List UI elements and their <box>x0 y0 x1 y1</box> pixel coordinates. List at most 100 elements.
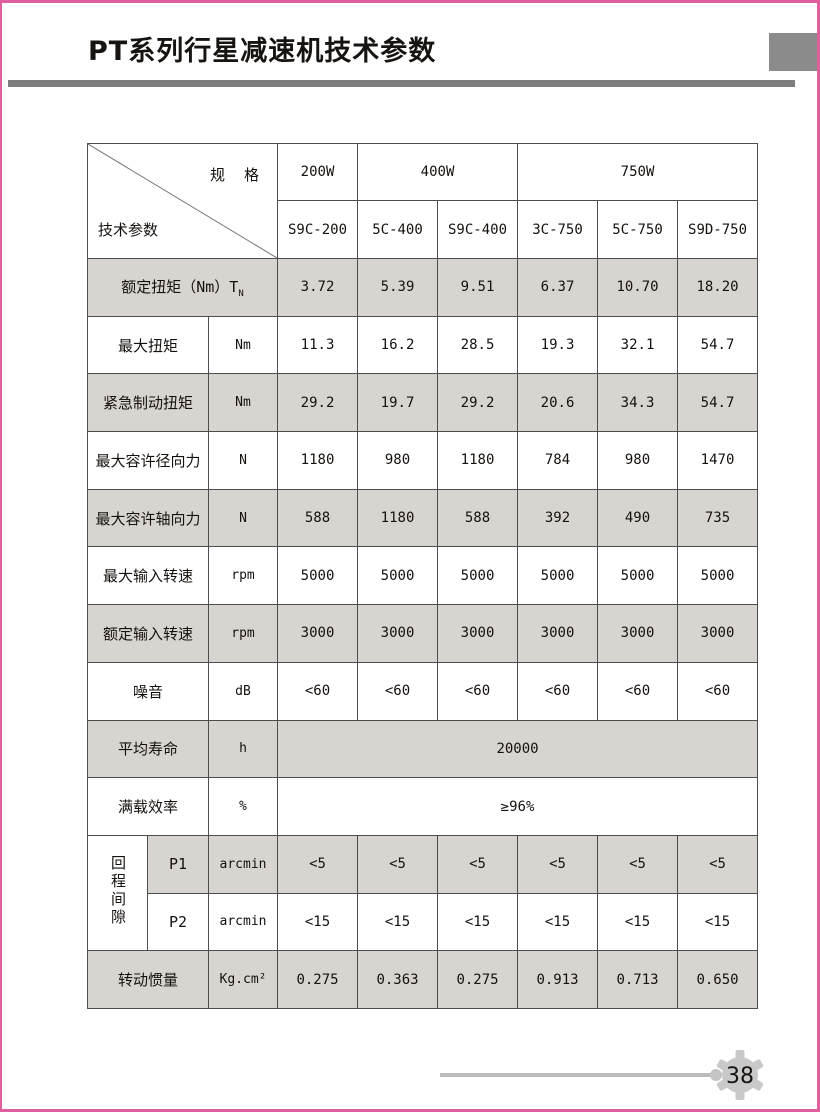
power-group-cell: 750W <box>517 143 759 201</box>
unit-cell: Kg.cm² <box>207 950 279 1009</box>
value-cell: 1180 <box>277 431 359 490</box>
table-row: 最大容许径向力 N 1180 980 1180 784 980 1470 <box>87 431 759 490</box>
row-label: 噪音 <box>132 682 163 701</box>
value-cell: 588 <box>437 488 519 548</box>
value-cell: 392 <box>517 488 599 548</box>
corner-cell: 规 格 技术参数 <box>86 143 279 259</box>
value-cell: <5 <box>437 834 519 894</box>
header-row-models: S9C-200 5C-400 S9C-400 3C-750 5C-750 S9D… <box>88 200 759 259</box>
gear-icon: 38 <box>716 1050 764 1100</box>
value-cell: <15 <box>677 892 759 952</box>
model-cell: 5C-750 <box>597 200 679 259</box>
value-cell: <15 <box>517 892 599 952</box>
value-cell: <5 <box>677 834 759 894</box>
value-cell: 5000 <box>277 546 359 606</box>
diagonal-line <box>88 144 277 258</box>
corner-spec-label: 规 格 <box>210 166 262 184</box>
value-cell: 5000 <box>597 546 679 606</box>
value-cell: <60 <box>677 661 759 721</box>
page-title: PT系列行星减速机技术参数 <box>88 36 437 67</box>
footer-dot <box>710 1069 722 1081</box>
row-label-cell: 转动惯量 <box>87 950 209 1009</box>
row-label: 最大容许径向力 <box>95 451 201 470</box>
value-cell: <60 <box>597 661 679 721</box>
value-cell: 3000 <box>677 604 759 663</box>
unit-cell: % <box>207 777 279 836</box>
table-row: 转动惯量 Kg.cm² 0.275 0.363 0.275 0.913 0.713 0.650 <box>87 950 759 1009</box>
group-label: 回程间隙 <box>109 855 127 928</box>
row-label: 平均寿命 <box>117 740 178 759</box>
value-cell: 18.20 <box>677 258 759 317</box>
value-cell: 54.7 <box>677 373 759 433</box>
unit-cell: arcmin <box>207 892 279 952</box>
unit-cell: rpm <box>207 546 279 606</box>
model-cell: 3C-750 <box>517 200 599 259</box>
unit-cell: rpm <box>207 604 279 663</box>
value-cell: 980 <box>597 431 679 490</box>
unit-cell: h <box>207 719 279 779</box>
row-label-cell: 最大扭矩 <box>87 315 209 375</box>
value-cell: 28.5 <box>437 315 519 375</box>
unit-cell: arcmin <box>207 834 279 894</box>
value-cell: 11.3 <box>277 315 359 375</box>
table-row: 紧急制动扭矩 Nm 29.2 19.7 29.2 20.6 34.3 54.7 <box>87 373 759 433</box>
row-label: P2 <box>168 912 188 931</box>
value-cell: 784 <box>517 431 599 490</box>
row-label-cell: 最大输入转速 <box>87 546 209 606</box>
value-cell: 29.2 <box>437 373 519 433</box>
row-label-cell: P2 <box>147 892 209 952</box>
value-cell: 490 <box>597 488 679 548</box>
value-cell: 588 <box>277 488 359 548</box>
row-label-cell: 最大容许径向力 <box>87 431 209 490</box>
row-label: 额定扭矩（Nm）T <box>121 277 239 296</box>
model-cell: S9C-400 <box>437 200 519 259</box>
model-cell: S9C-200 <box>277 200 359 259</box>
unit-cell: Nm <box>207 373 279 433</box>
spec-table-wrap: 规 格 技术参数 200W 400W 750W S9C-200 5C-400 S… <box>86 143 759 1009</box>
value-cell: <60 <box>437 661 519 721</box>
value-cell: 5000 <box>517 546 599 606</box>
value-cell: <60 <box>357 661 439 721</box>
model-cell: S9D-750 <box>677 200 759 259</box>
value-cell: 9.51 <box>437 258 519 317</box>
header-accent-square <box>769 33 817 71</box>
row-label: 转动惯量 <box>117 971 178 990</box>
table-row: 回程间隙 P1 arcmin <5 <5 <5 <5 <5 <5 <box>87 834 759 952</box>
value-cell: 5.39 <box>357 258 439 317</box>
table-row: 噪音 dB <60 <60 <60 <60 <60 <60 <box>87 661 759 721</box>
value-cell: <15 <box>597 892 679 952</box>
power-group-cell: 200W <box>277 143 359 201</box>
row-label-cell: 额定扭矩（Nm）TN <box>86 258 279 317</box>
table-row: 满载效率% ≥96% <box>87 777 759 836</box>
power-group-cell: 400W <box>357 143 519 201</box>
value-cell: 34.3 <box>597 373 679 433</box>
value-cell: 0.913 <box>517 950 599 1009</box>
table-row: 平均寿命 h 20000 <box>87 719 759 779</box>
row-label-cell: 满载效率 <box>87 777 209 836</box>
unit-cell: N <box>207 431 279 490</box>
value-cell: 5000 <box>677 546 759 606</box>
table-row: P2 arcmin <15 <15 <15 <15 <15 <15 <box>88 892 759 952</box>
value-cell: 3000 <box>517 604 599 663</box>
table-row: 最大扭矩 Nm 11.3 16.2 28.5 19.3 32.1 54.7 <box>87 315 759 375</box>
row-label-cell: 最大容许轴向力 <box>87 488 209 548</box>
value-cell: <15 <box>357 892 439 952</box>
table-row: 额定扭矩（Nm）TN 3.72 5.39 9.51 6.37 10.70 18.20 <box>86 258 759 317</box>
value-cell: <15 <box>277 892 359 952</box>
value-cell: <5 <box>277 834 359 894</box>
value-cell: 10.70 <box>597 258 679 317</box>
row-label: 紧急制动扭矩 <box>102 394 193 413</box>
row-label-cell: 紧急制动扭矩 <box>87 373 209 433</box>
row-label-cell: 额定输入转速 <box>87 604 209 663</box>
value-cell: 0.275 <box>277 950 359 1009</box>
value-cell: 0.363 <box>357 950 439 1009</box>
value-cell: <5 <box>357 834 439 894</box>
model-cell: 5C-400 <box>357 200 439 259</box>
unit-cell: Nm <box>207 315 279 375</box>
merged-value-cell: 20000 <box>277 719 759 779</box>
value-cell: 1180 <box>357 488 439 548</box>
footer-line <box>440 1073 718 1077</box>
value-cell: 3000 <box>357 604 439 663</box>
row-label: P1 <box>168 855 188 874</box>
